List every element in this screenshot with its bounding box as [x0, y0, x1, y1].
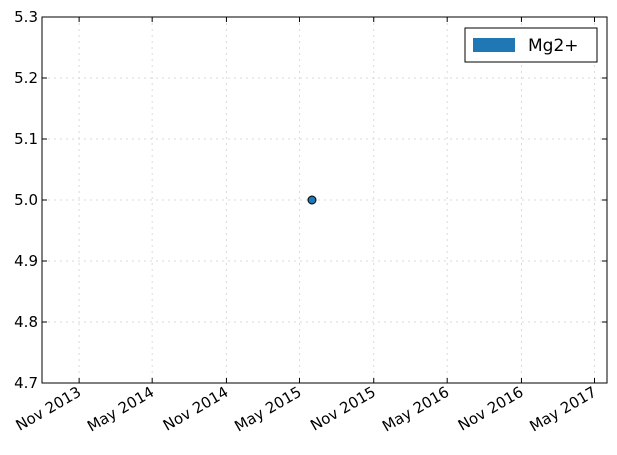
x-axis-tick-labels: Nov 2013 May 2014 Nov 2014 May 2015 Nov 2015… [13, 383, 600, 436]
grid [42, 16, 607, 384]
x-tick-label: May 2017 [526, 383, 599, 436]
x-tick-label: Nov 2016 [455, 383, 527, 435]
y-tick-label: 5.0 [14, 191, 38, 209]
data-point [307, 195, 317, 205]
y-axis-tick-labels: 4.7 4.8 4.9 5.0 5.1 5.2 5.3 [14, 8, 38, 392]
legend-swatch [473, 38, 515, 52]
y-tick-label: 4.9 [14, 252, 38, 270]
x-tick-label: May 2014 [84, 383, 157, 436]
y-tick-label: 5.3 [14, 8, 38, 26]
y-tick-label: 5.2 [14, 69, 38, 87]
y-tick-label: 5.1 [14, 130, 38, 148]
legend-label: Mg2+ [528, 36, 579, 56]
legend: Mg2+ [464, 27, 598, 63]
x-tick-label: May 2015 [231, 383, 304, 436]
y-tick-label: 4.8 [14, 313, 38, 331]
y-tick-label: 4.7 [14, 374, 38, 392]
x-tick-label: Nov 2014 [160, 383, 232, 435]
axis-ticks [42, 16, 607, 384]
x-tick-label: Nov 2015 [307, 383, 379, 435]
x-tick-label: May 2016 [379, 383, 452, 436]
series-points [307, 195, 317, 205]
